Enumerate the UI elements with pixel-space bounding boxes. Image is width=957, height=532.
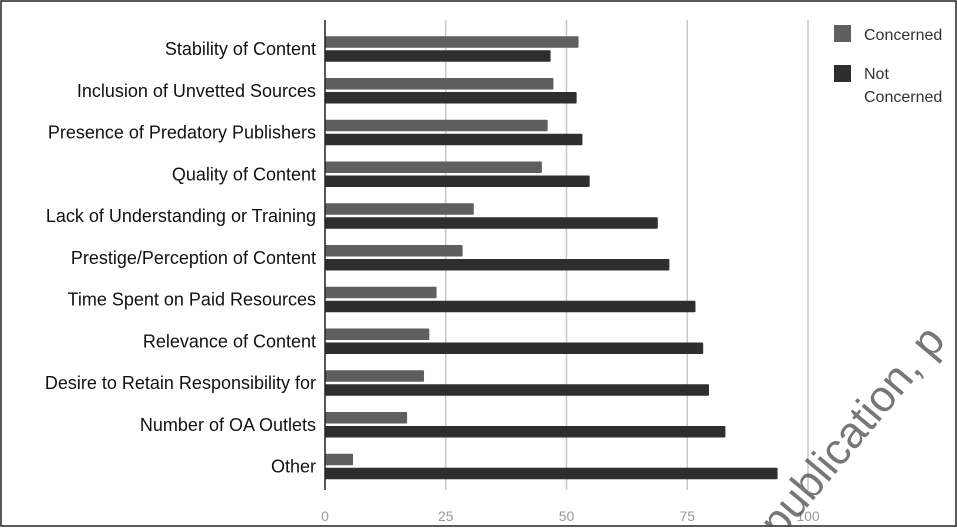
- legend-label-not-concerned-line1: Not: [864, 66, 889, 83]
- x-tick-label-100: 100: [796, 508, 820, 524]
- bar-not-concerned-0: [325, 50, 551, 62]
- category-label-3: Quality of Content: [172, 164, 316, 184]
- bar-concerned-10: [325, 453, 354, 466]
- legend: Concerned Not Concerned: [834, 25, 942, 106]
- bar-concerned-9: [325, 412, 408, 424]
- bars: [325, 36, 778, 480]
- category-label-9: Number of OA Outlets: [140, 415, 316, 435]
- bar-not-concerned-7: [325, 342, 704, 354]
- bar-not-concerned-3: [325, 175, 590, 187]
- x-tick-label-75: 75: [679, 508, 695, 524]
- bar-concerned-1: [325, 78, 554, 90]
- bar-not-concerned-10: [325, 467, 778, 480]
- bar-concerned-0: [325, 36, 579, 48]
- legend-swatch-concerned: [834, 25, 851, 42]
- bar-not-concerned-8: [325, 384, 709, 396]
- category-label-6: Time Spent on Paid Resources: [68, 290, 316, 310]
- bar-concerned-7: [325, 328, 430, 340]
- legend-swatch-not-concerned: [834, 65, 851, 82]
- bar-concerned-4: [325, 203, 474, 215]
- bar-not-concerned-5: [325, 259, 670, 271]
- bar-not-concerned-1: [325, 92, 577, 104]
- category-label-2: Presence of Predatory Publishers: [48, 123, 316, 143]
- bar-not-concerned-2: [325, 133, 583, 146]
- x-tick-label-50: 50: [559, 508, 575, 524]
- bar-concerned-6: [325, 286, 437, 299]
- bar-concerned-3: [325, 161, 542, 173]
- x-tick-labels: 0 25 50 75 100: [321, 508, 820, 524]
- category-label-8: Desire to Retain Responsibility for: [45, 373, 316, 393]
- legend-label-not-concerned-line2: Concerned: [864, 89, 942, 106]
- legend-label-concerned: Concerned: [864, 27, 942, 44]
- bar-not-concerned-6: [325, 300, 696, 313]
- bar-concerned-5: [325, 245, 463, 257]
- bar-not-concerned-4: [325, 217, 658, 229]
- category-label-7: Relevance of Content: [143, 331, 316, 351]
- category-label-5: Prestige/Perception of Content: [71, 248, 316, 268]
- x-tick-label-25: 25: [438, 508, 454, 524]
- category-label-0: Stability of Content: [165, 39, 316, 59]
- bar-concerned-8: [325, 370, 425, 382]
- bar-not-concerned-9: [325, 426, 726, 438]
- bar-concerned-2: [325, 119, 548, 132]
- category-label-4: Lack of Understanding or Training: [46, 206, 316, 226]
- category-label-10: Other: [271, 457, 316, 477]
- category-labels: Stability of Content Inclusion of Unvette…: [45, 39, 316, 477]
- category-label-1: Inclusion of Unvetted Sources: [77, 81, 316, 101]
- x-tick-label-0: 0: [321, 508, 329, 524]
